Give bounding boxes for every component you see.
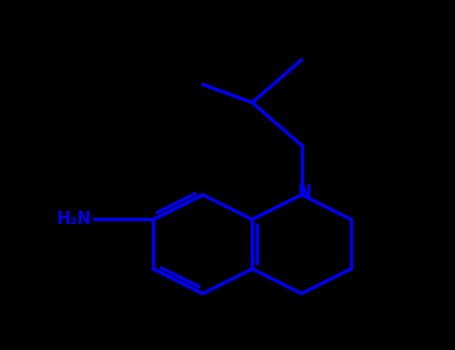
Text: N: N xyxy=(297,183,311,201)
Text: H₂N: H₂N xyxy=(56,210,91,229)
